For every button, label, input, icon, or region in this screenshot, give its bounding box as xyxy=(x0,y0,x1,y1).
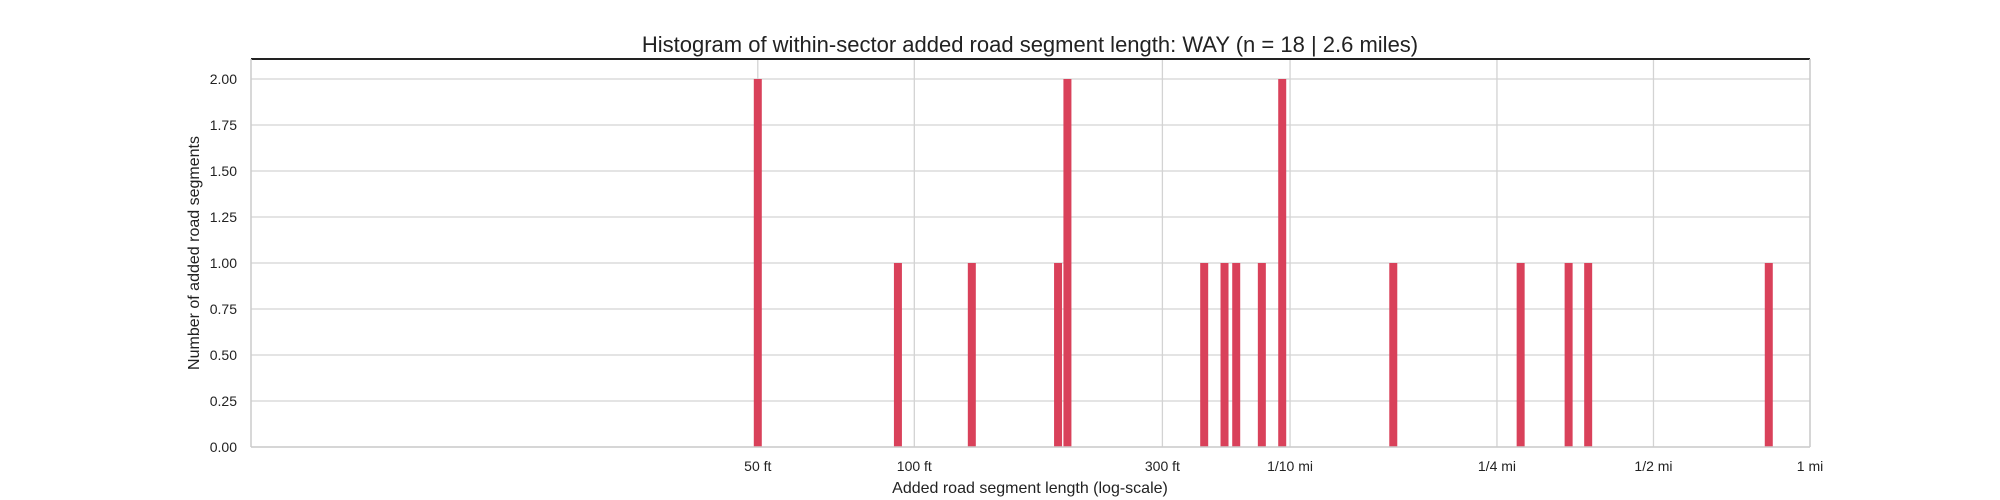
histogram-bar xyxy=(967,263,976,447)
histogram-bar xyxy=(1063,79,1072,447)
histogram-bar xyxy=(1584,263,1593,447)
chart-title: Histogram of within-sector added road se… xyxy=(642,32,1418,57)
x-tick-label: 300 ft xyxy=(1145,458,1180,474)
y-tick-label: 0.50 xyxy=(210,347,237,363)
histogram-bar xyxy=(1516,263,1525,447)
y-tick-label: 2.00 xyxy=(210,71,237,87)
histogram-bar xyxy=(1054,263,1063,447)
y-tick-label: 0.75 xyxy=(210,301,237,317)
histogram-bar xyxy=(1389,263,1398,447)
histogram-bar xyxy=(893,263,902,447)
y-axis-label: Number of added road segments xyxy=(186,136,203,370)
y-tick-label: 1.00 xyxy=(210,255,237,271)
bars-group xyxy=(753,79,1773,447)
x-tick-labels: 50 ft 100 ft 300 ft 1/10 mi 1/4 mi 1/2 mi 1 mi xyxy=(744,458,1823,474)
x-tick-label: 1/2 mi xyxy=(1634,458,1672,474)
y-tick-labels: 0.00 0.25 0.50 0.75 1.00 1.25 1.50 1.75 2.00 xyxy=(210,71,237,455)
axes-group xyxy=(250,58,1811,448)
x-axis-label: Added road segment length (log-scale) xyxy=(892,480,1168,497)
y-tick-label: 1.75 xyxy=(210,117,237,133)
x-tick-label: 1 mi xyxy=(1797,458,1823,474)
histogram-bar xyxy=(1278,79,1287,447)
histogram-bar xyxy=(1257,263,1266,447)
histogram-bar xyxy=(753,79,762,447)
histogram-bar xyxy=(1764,263,1773,447)
x-tick-label: 1/10 mi xyxy=(1267,458,1313,474)
x-tick-label: 50 ft xyxy=(744,458,771,474)
grid-lines xyxy=(251,59,1811,448)
histogram-bar xyxy=(1564,263,1573,447)
histogram-bar xyxy=(1220,263,1229,447)
y-tick-label: 0.25 xyxy=(210,393,237,409)
histogram-bar xyxy=(1200,263,1209,447)
y-tick-label: 1.25 xyxy=(210,209,237,225)
y-tick-label: 0.00 xyxy=(210,439,237,455)
x-tick-label: 100 ft xyxy=(897,458,932,474)
x-tick-label: 1/4 mi xyxy=(1478,458,1516,474)
y-tick-label: 1.50 xyxy=(210,163,237,179)
histogram-bar xyxy=(1232,263,1241,447)
